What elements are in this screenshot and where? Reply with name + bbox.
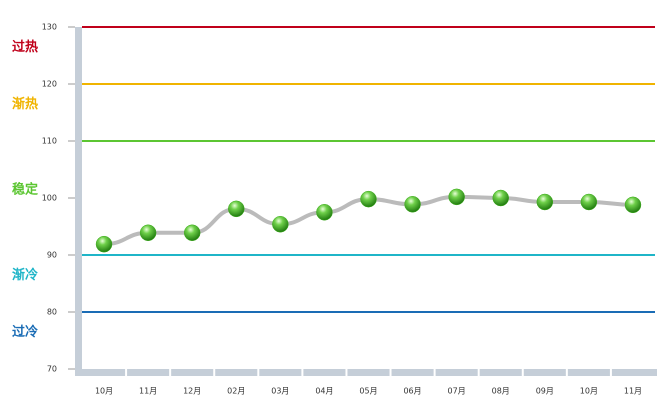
zone-label: 渐冷 (12, 267, 38, 283)
x-tick-label: 03月 (271, 387, 289, 396)
marker (139, 224, 157, 242)
marker (404, 196, 421, 213)
zone-label: 过冷 (12, 324, 38, 340)
x-tick-label: 11月 (139, 387, 157, 396)
x-tick-label: 10月 (580, 387, 598, 396)
x-tick-label: 06月 (403, 387, 421, 396)
y-tick-label: 110 (42, 137, 57, 146)
y-axis-bar (75, 27, 82, 372)
marker (448, 188, 465, 206)
marker (95, 235, 113, 253)
x-tick-label: 09月 (536, 387, 554, 396)
marker (580, 193, 598, 211)
x-tick-label: 02月 (227, 387, 245, 396)
x-tick-label: 11月 (624, 387, 642, 396)
marker (624, 196, 642, 214)
marker (536, 193, 554, 211)
marker (492, 189, 509, 207)
marker (183, 224, 201, 242)
zone-label: 渐热 (12, 96, 38, 112)
y-tick-label: 90 (47, 251, 57, 260)
x-tick-label: 10月 (95, 387, 113, 396)
y-tick-label: 130 (42, 23, 57, 32)
y-tick-label: 80 (47, 308, 57, 317)
marker (360, 190, 377, 208)
y-tick-label: 70 (47, 365, 57, 374)
zone-label: 稳定 (12, 182, 38, 198)
x-tick-label: 07月 (448, 387, 466, 396)
zone-label: 过热 (12, 39, 38, 55)
x-tick-label: 05月 (359, 387, 377, 396)
x-tick-label: 04月 (315, 387, 333, 396)
marker (316, 204, 333, 221)
x-axis-bar (75, 369, 657, 376)
y-tick-label: 120 (42, 80, 57, 89)
marker (228, 200, 245, 218)
y-tick-label: 100 (42, 194, 57, 203)
marker (272, 215, 289, 233)
x-tick-label: 08月 (492, 387, 510, 396)
x-tick-label: 12月 (183, 387, 201, 396)
